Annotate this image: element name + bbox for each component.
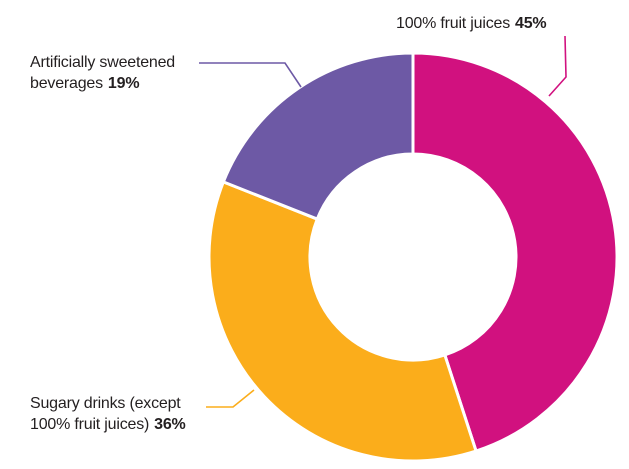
callout-label-sugary-drinks: Sugary drinks (except 100% fruit juices)… [30, 393, 186, 435]
callout-label-fruit-juices: 100% fruit juices 45% [396, 13, 547, 34]
donut-slice-sugary-drinks [207, 180, 478, 463]
callout-line-artificially-sweetened [199, 62, 302, 88]
callout-line-fruit-juices [548, 35, 567, 97]
donut-slice-fruit-juices [411, 51, 619, 453]
callout-text-line2: beverages [30, 75, 103, 92]
callout-pct: 19% [107, 75, 140, 92]
donut-ring [207, 51, 619, 463]
callout-text: 100% fruit juices [396, 15, 510, 32]
callout-pct: 45% [515, 15, 547, 32]
callout-pct: 36% [154, 416, 186, 433]
donut-slice-artificially-sweetened [221, 51, 415, 221]
callout-label-artificially-sweetened: Artificially sweetened beverages 19% [30, 52, 175, 94]
callout-text-line2: 100% fruit juices) [30, 416, 150, 433]
callout-text-line1: Artificially sweetened [30, 54, 175, 71]
callout-line-sugary-drinks [206, 389, 255, 408]
callout-text-line1: Sugary drinks (except [30, 395, 181, 412]
